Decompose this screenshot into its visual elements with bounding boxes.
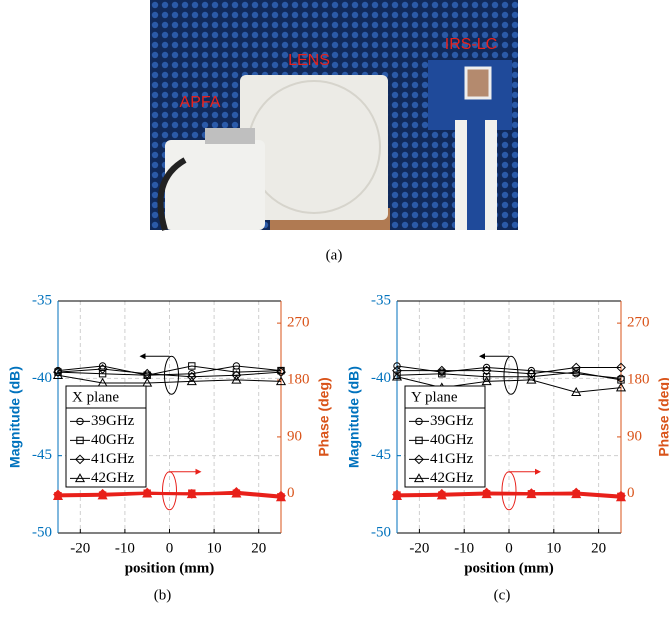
irs-lc [466,68,490,98]
y2-axis-label: Phase (deg) [656,377,669,456]
legend-label: 40GHz [91,432,135,448]
x-tick-label: 0 [166,540,174,556]
annotation-ellipse [504,356,518,394]
irs-stand-absorber [467,120,485,230]
x-tick-label: 0 [505,540,513,556]
y2-tick-label: 270 [627,315,650,331]
photo-label: APFA [180,94,221,111]
y-axis-label: Magnitude (dB) [7,366,23,468]
y-tick-label: -40 [32,370,52,386]
annotation-arrowhead [140,353,146,359]
y2-axis-label: Phase (deg) [316,377,332,456]
legend-label: 41GHz [91,451,135,467]
legend-title: Y plane [411,389,458,405]
x-tick-label: 10 [207,540,222,556]
x-axis-label: position (mm) [464,560,554,576]
legend-label: 39GHz [430,413,474,429]
annotation-arrowhead [535,469,541,475]
y-axis-label: Magnitude (dB) [346,366,362,468]
legend-label: 40GHz [430,432,474,448]
y-tick-label: -45 [32,447,52,463]
y2-tick-label: 0 [287,485,295,501]
y2-tick-label: 180 [287,371,310,387]
apfa [165,140,265,230]
legend-title: X plane [72,389,119,405]
y-tick-label: -35 [371,292,391,308]
photo-label: IRS-LC [445,36,497,53]
caption: (a) [326,247,343,263]
y-tick-label: -45 [371,447,391,463]
photo-label: LENS [288,52,330,69]
y2-tick-label: 180 [627,371,650,387]
x-tick-label: -10 [454,540,474,556]
legend-label: 42GHz [430,470,474,486]
x-tick-label: -20 [70,540,90,556]
y-tick-label: -50 [32,524,52,540]
y2-tick-label: 90 [287,428,302,444]
legend-label: 42GHz [91,470,135,486]
caption: (b) [154,587,172,603]
x-tick-label: 20 [251,540,266,556]
y2-tick-label: 0 [627,485,635,501]
x-tick-label: -10 [115,540,135,556]
y2-tick-label: 90 [627,428,642,444]
y-tick-label: -40 [371,370,391,386]
figure: APFA LENS IRS-LC (a) -20 -10 0 10 20 -50 -45 -4… [0,0,669,614]
y-tick-label: -50 [371,524,391,540]
legend-label: 41GHz [430,451,474,467]
x-axis-label: position (mm) [125,560,215,576]
caption: (c) [494,587,511,603]
annotation-arrowhead [196,469,202,475]
y-tick-label: -35 [32,292,52,308]
apfa-top [205,128,255,144]
y2-tick-label: 270 [287,315,310,331]
x-tick-label: -20 [409,540,429,556]
legend-label: 39GHz [91,413,135,429]
annotation-arrowhead [479,353,485,359]
page: APFA LENS IRS-LC (a) -20 -10 0 10 20 -50 -45 -4… [0,0,669,619]
x-tick-label: 10 [546,540,561,556]
photo: APFA LENS IRS-LC [150,0,518,230]
x-tick-label: 20 [591,540,606,556]
